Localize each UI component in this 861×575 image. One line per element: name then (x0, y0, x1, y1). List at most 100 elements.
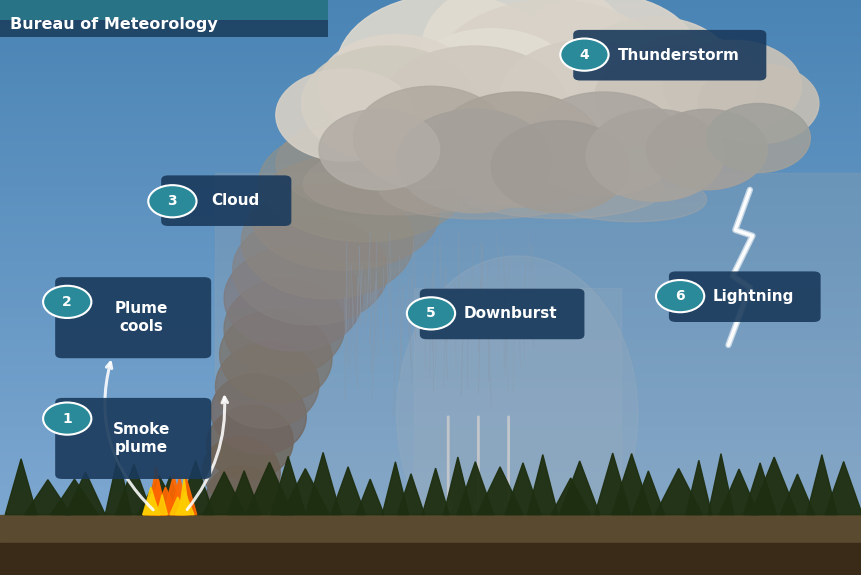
Circle shape (43, 286, 91, 318)
Polygon shape (685, 461, 711, 515)
Polygon shape (51, 479, 98, 515)
Ellipse shape (534, 169, 706, 222)
Polygon shape (150, 480, 167, 515)
Ellipse shape (202, 437, 280, 506)
Ellipse shape (396, 256, 637, 572)
Polygon shape (281, 469, 329, 515)
Circle shape (585, 109, 723, 201)
Polygon shape (143, 493, 160, 515)
Polygon shape (5, 459, 37, 515)
Circle shape (577, 17, 732, 121)
FancyBboxPatch shape (55, 398, 211, 479)
Circle shape (491, 121, 629, 213)
Polygon shape (476, 467, 523, 515)
Circle shape (353, 86, 508, 190)
Ellipse shape (207, 405, 293, 480)
Polygon shape (65, 472, 105, 515)
Ellipse shape (207, 466, 276, 523)
FancyBboxPatch shape (0, 0, 327, 20)
Polygon shape (137, 476, 180, 515)
Text: 2: 2 (62, 295, 72, 309)
Polygon shape (153, 487, 177, 515)
Bar (0, 515, 861, 575)
Text: Downburst: Downburst (463, 306, 557, 321)
Polygon shape (227, 471, 261, 515)
Polygon shape (356, 479, 384, 515)
Bar (215, 172, 861, 575)
Polygon shape (654, 469, 702, 515)
Ellipse shape (215, 342, 319, 428)
Polygon shape (170, 477, 188, 515)
Ellipse shape (303, 130, 558, 215)
Circle shape (43, 402, 91, 435)
Polygon shape (381, 462, 408, 515)
FancyBboxPatch shape (419, 289, 584, 339)
Circle shape (406, 297, 455, 329)
Polygon shape (505, 463, 540, 515)
Polygon shape (156, 476, 184, 515)
Text: 1: 1 (62, 412, 72, 426)
Polygon shape (743, 463, 776, 515)
Text: Bureau of Meteorology: Bureau of Meteorology (10, 17, 218, 32)
Polygon shape (331, 467, 365, 515)
FancyBboxPatch shape (573, 30, 765, 81)
Polygon shape (397, 474, 424, 515)
Text: 3: 3 (167, 194, 177, 208)
Circle shape (706, 104, 809, 172)
Circle shape (560, 39, 608, 71)
Polygon shape (176, 492, 194, 515)
Polygon shape (550, 478, 590, 515)
Polygon shape (115, 464, 152, 515)
Ellipse shape (379, 149, 620, 219)
Text: Smoke
plume: Smoke plume (113, 422, 170, 455)
Polygon shape (422, 468, 449, 515)
Circle shape (319, 109, 439, 190)
Polygon shape (157, 494, 167, 515)
Polygon shape (559, 461, 599, 515)
Ellipse shape (232, 216, 387, 325)
Polygon shape (779, 474, 814, 515)
Text: Lightning: Lightning (712, 289, 793, 304)
Ellipse shape (211, 374, 306, 454)
Polygon shape (143, 487, 159, 515)
Ellipse shape (224, 247, 362, 351)
Polygon shape (527, 455, 557, 515)
Circle shape (336, 0, 560, 144)
Text: 6: 6 (674, 289, 684, 303)
Polygon shape (719, 469, 758, 515)
Bar (0, 543, 861, 575)
Circle shape (430, 92, 603, 207)
Text: 5: 5 (425, 306, 436, 320)
Ellipse shape (241, 184, 413, 299)
Polygon shape (25, 480, 71, 515)
Text: 4: 4 (579, 48, 589, 62)
Polygon shape (178, 478, 189, 515)
Circle shape (319, 34, 474, 138)
Polygon shape (270, 457, 306, 515)
Circle shape (422, 0, 629, 115)
Ellipse shape (220, 310, 331, 402)
Circle shape (646, 109, 766, 190)
Polygon shape (750, 457, 796, 515)
FancyBboxPatch shape (668, 271, 820, 322)
Circle shape (430, 0, 672, 161)
Polygon shape (176, 478, 196, 515)
Circle shape (499, 40, 672, 155)
FancyBboxPatch shape (0, 0, 327, 37)
Circle shape (620, 34, 758, 126)
Polygon shape (806, 455, 836, 515)
FancyArrowPatch shape (474, 417, 482, 512)
Polygon shape (203, 472, 245, 515)
Polygon shape (148, 466, 164, 515)
Bar (413, 288, 620, 546)
FancyBboxPatch shape (55, 277, 211, 358)
Polygon shape (105, 455, 131, 515)
Circle shape (276, 69, 413, 161)
Polygon shape (163, 475, 184, 515)
Polygon shape (143, 489, 166, 515)
FancyArrowPatch shape (443, 417, 452, 512)
Circle shape (594, 46, 749, 150)
Circle shape (148, 185, 196, 217)
Polygon shape (824, 462, 861, 515)
Polygon shape (245, 462, 293, 515)
